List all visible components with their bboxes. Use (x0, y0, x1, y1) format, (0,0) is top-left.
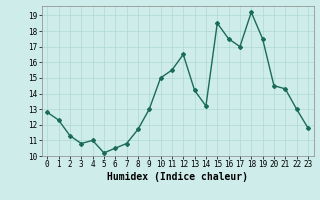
X-axis label: Humidex (Indice chaleur): Humidex (Indice chaleur) (107, 172, 248, 182)
